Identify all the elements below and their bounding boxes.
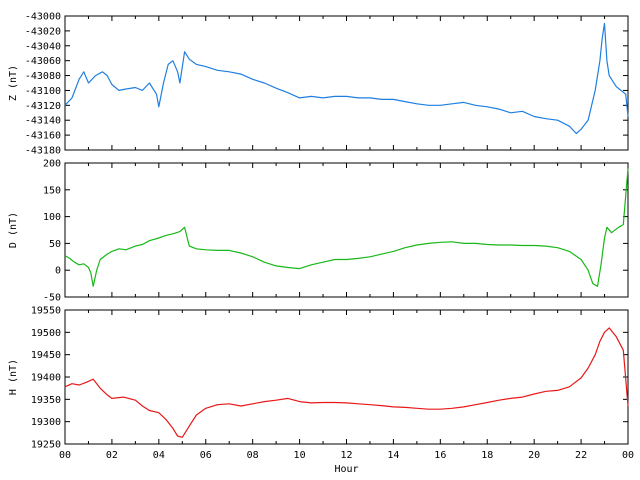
panel-3-ytick-label: 19450 <box>31 350 61 361</box>
panel-3-frame <box>64 309 629 445</box>
xtick-label: 08 <box>247 450 259 461</box>
panel-2-ylabel: D (nT) <box>8 212 19 248</box>
panel-1-ytick-label: -43140 <box>25 116 61 127</box>
xtick-label: 00 <box>59 450 71 461</box>
panel-1-ytick-label: -43060 <box>25 56 61 67</box>
panel-1-ytick-label: -43120 <box>25 101 61 112</box>
panel-2-ytick-label: -50 <box>43 293 61 304</box>
panel-3-ytick-label: 19350 <box>31 395 61 406</box>
panel-1-ylabel: Z (nT) <box>8 65 19 101</box>
panel-3-ytick-label: 19250 <box>31 440 61 451</box>
panel-2-ytick-label: 200 <box>43 159 61 170</box>
panel-3-ytick-label: 19550 <box>31 306 61 317</box>
xtick-label: 14 <box>387 450 399 461</box>
panel-2-frame <box>64 162 629 298</box>
xtick-label: 12 <box>340 450 352 461</box>
panel-1-ytick-label: -43080 <box>25 71 61 82</box>
panel-3-ytick-label: 19500 <box>31 328 61 339</box>
xtick-label: 00 <box>622 450 634 461</box>
panel-1-ytick-label: -43020 <box>25 26 61 37</box>
panel-1-ytick-label: -43000 <box>25 12 61 23</box>
xtick-label: 06 <box>200 450 212 461</box>
xtick-label: 10 <box>294 450 306 461</box>
panel-2-ytick-label: 150 <box>43 185 61 196</box>
panel-2-ytick-label: 50 <box>49 239 61 250</box>
panel-1-ytick-label: -43180 <box>25 146 61 157</box>
xtick-label: 18 <box>481 450 493 461</box>
xtick-label: 04 <box>153 450 165 461</box>
panel-3-ytick-label: 19400 <box>31 373 61 384</box>
xtick-label: 16 <box>434 450 446 461</box>
panel-1-ytick-label: -43040 <box>25 41 61 52</box>
xtick-label: 20 <box>528 450 540 461</box>
panel-2-series-line <box>64 168 629 287</box>
panel-1-ytick-label: -43160 <box>25 131 61 142</box>
panel-1-series-line <box>64 22 629 135</box>
panel-2-ytick-label: 0 <box>55 266 61 277</box>
panel-2-ytick-label: 100 <box>43 212 61 223</box>
xtick-label: 22 <box>575 450 587 461</box>
x-axis-label: Hour <box>334 464 358 475</box>
panel-3-ytick-label: 19300 <box>31 417 61 428</box>
xtick-label: 02 <box>106 450 118 461</box>
panel-3-ylabel: H (nT) <box>8 359 19 395</box>
panel-1-ytick-label: -43100 <box>25 86 61 97</box>
panel-3-series-line <box>64 327 629 438</box>
